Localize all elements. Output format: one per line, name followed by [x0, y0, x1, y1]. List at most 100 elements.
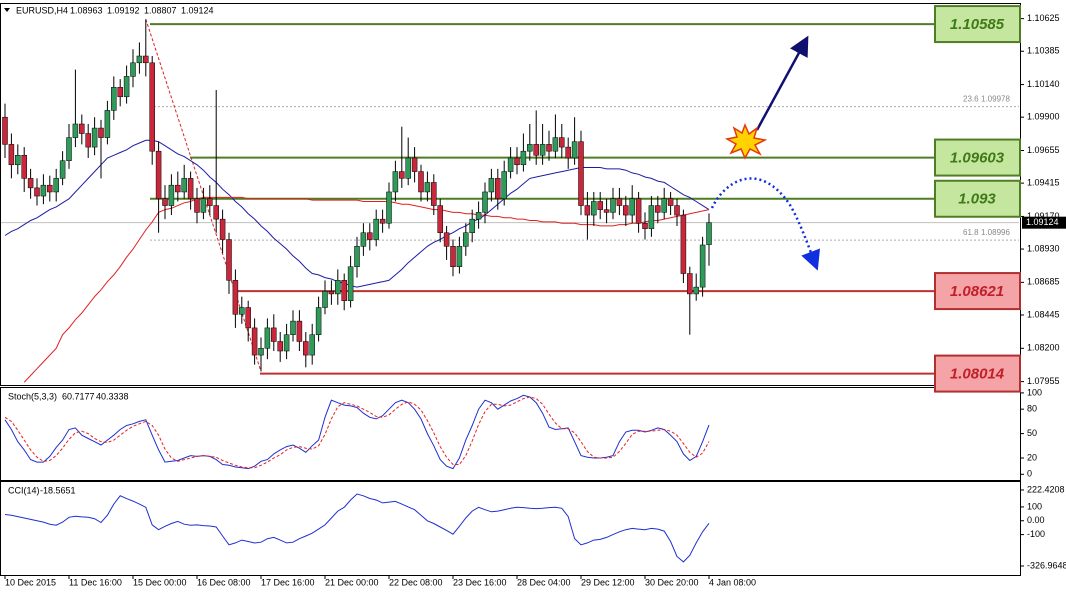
- candle-body: [15, 155, 21, 166]
- candle-body: [597, 201, 603, 210]
- candle-body: [258, 348, 264, 356]
- candle-body: [565, 146, 571, 159]
- cci-panel: [0, 481, 1021, 576]
- candle-body: [21, 155, 27, 179]
- candle-body: [559, 137, 565, 148]
- candle-body: [533, 144, 539, 156]
- candle-body: [539, 144, 546, 156]
- level-label: 1.10585: [950, 16, 1005, 33]
- candle-body: [226, 239, 232, 281]
- y-tick-label: 1.09655: [1027, 145, 1060, 155]
- candle-body: [450, 246, 456, 267]
- x-tick-label: 16 Dec 08:00: [197, 577, 251, 587]
- main-panel: [0, 3, 1021, 386]
- candle-body: [187, 178, 194, 200]
- candle-body: [667, 198, 674, 206]
- candle-body: [322, 290, 328, 308]
- candle-body: [66, 137, 72, 161]
- main-plot: [1, 19, 1019, 383]
- ohlc-value: 1.09192: [107, 5, 140, 15]
- candle-body: [693, 286, 699, 295]
- level-label: 1.08621: [950, 283, 1004, 300]
- candle-body: [136, 55, 143, 64]
- level-box: [934, 272, 1021, 311]
- candle-body: [648, 205, 655, 229]
- stoch-plot: [4, 394, 710, 470]
- candle-body: [245, 307, 251, 329]
- indicator-line: [4, 396, 710, 469]
- candle-body: [315, 307, 322, 335]
- up-arrow: [755, 35, 809, 131]
- x-tick-label: 29 Dec 12:00: [581, 577, 635, 587]
- fib-value: 1.08996: [981, 228, 1010, 237]
- candle-body: [309, 334, 315, 356]
- candle-body: [47, 184, 53, 193]
- stoch-panel: [0, 387, 1021, 481]
- candle-body: [143, 55, 149, 64]
- candle-body: [354, 246, 360, 267]
- price-box: [1022, 216, 1066, 229]
- candle-body: [616, 198, 623, 206]
- panel-value: 40.3338: [96, 391, 129, 401]
- level-label: 1.09603: [950, 150, 1005, 167]
- candle-body: [347, 266, 354, 301]
- candle-body: [578, 141, 584, 206]
- candle-body: [642, 222, 648, 229]
- candle-body: [520, 150, 527, 166]
- candle-body: [373, 218, 379, 240]
- candle-body: [443, 232, 450, 247]
- axes: 1.10625 1.10385 1.10140 1.09900 1.09655 1.094…: [4, 5, 1066, 587]
- candle-body: [296, 320, 303, 342]
- indicator-line: [4, 394, 710, 470]
- candle-body: [475, 212, 482, 220]
- price-label: 1.09124: [1026, 217, 1059, 227]
- y-tick-label: 1.10140: [1027, 79, 1060, 89]
- candle-body: [418, 171, 424, 193]
- indicator-line: [4, 139, 710, 288]
- candle-body: [104, 110, 111, 138]
- y-tick-label: -100: [1027, 529, 1045, 539]
- candle-body: [379, 218, 386, 224]
- y-tick-label: 1.09900: [1027, 112, 1060, 122]
- candle-body: [591, 201, 597, 216]
- indicator-line: [23, 196, 710, 383]
- y-tick-label: 20: [1027, 452, 1037, 462]
- candle-body: [687, 273, 693, 295]
- y-tick-label: 50: [1027, 428, 1037, 438]
- candle-body: [495, 178, 501, 200]
- panel-value: 60.7177: [62, 391, 95, 401]
- candle-body: [130, 62, 136, 77]
- candle-body: [341, 280, 347, 301]
- level-label: 1.093: [958, 191, 996, 208]
- candle-body: [40, 184, 47, 197]
- y-tick-label: 100: [1027, 387, 1042, 397]
- y-tick-label: 1.09170: [1027, 211, 1060, 221]
- candle-body: [661, 198, 667, 213]
- y-tick-label: -326.9648: [1027, 560, 1066, 570]
- candle-body: [552, 137, 559, 152]
- candle-body: [629, 198, 635, 216]
- y-tick-label: 1.10625: [1027, 13, 1060, 23]
- candle-body: [181, 178, 187, 193]
- candle-body: [72, 123, 79, 138]
- candle-body: [53, 178, 59, 193]
- candle-body: [610, 198, 616, 213]
- indicator-line: [4, 493, 710, 563]
- candle-body: [277, 341, 283, 352]
- candle-body: [360, 232, 367, 247]
- fib-level: 61.8: [963, 228, 979, 237]
- candle-body: [251, 327, 258, 356]
- candle-body: [98, 127, 104, 138]
- candle-body: [367, 232, 373, 240]
- candle-body: [219, 218, 226, 240]
- candle-body: [232, 280, 239, 315]
- panel-title: Stoch(5,3,3): [8, 391, 57, 401]
- level-box: [934, 354, 1021, 393]
- candle-body: [91, 127, 98, 148]
- candle-body: [603, 209, 610, 213]
- fib-level: 23.6: [963, 95, 979, 104]
- candle-body: [85, 133, 91, 148]
- y-tick-label: 1.08685: [1027, 277, 1060, 287]
- y-tick-label: 0.00: [1027, 515, 1045, 525]
- breakout-star: [724, 123, 768, 160]
